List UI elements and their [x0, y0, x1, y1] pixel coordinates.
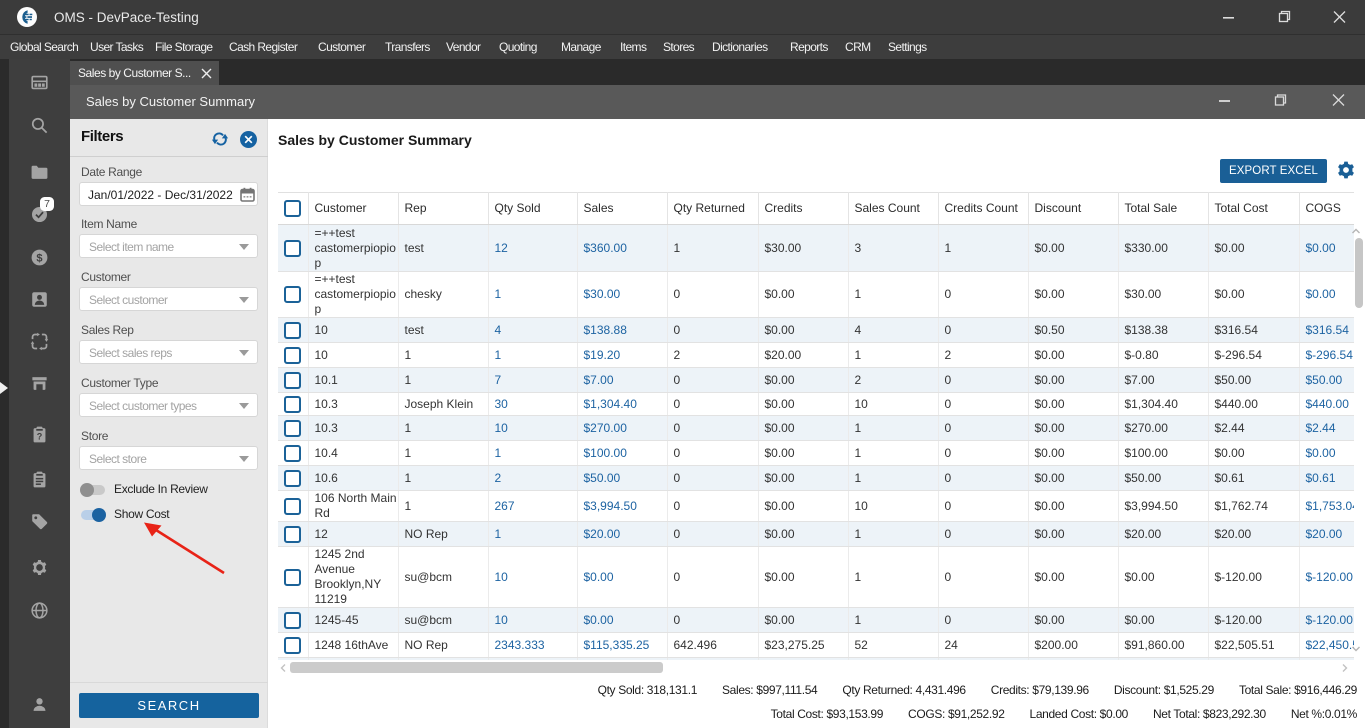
svg-text:?: ?: [37, 431, 43, 441]
svg-text:$: $: [36, 252, 42, 264]
